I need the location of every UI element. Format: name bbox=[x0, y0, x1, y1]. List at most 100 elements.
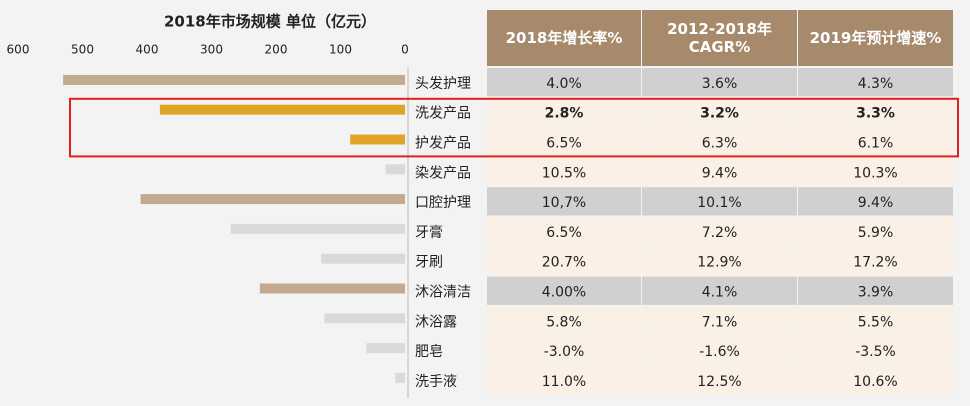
category-label: 染发产品 bbox=[415, 165, 471, 181]
table-cell bbox=[642, 336, 797, 365]
bar bbox=[159, 104, 405, 115]
table-value: 12.9% bbox=[697, 255, 741, 271]
table-value: 10.6% bbox=[853, 374, 897, 390]
table-value: 9.4% bbox=[702, 165, 738, 181]
bar bbox=[350, 134, 405, 145]
bar bbox=[63, 74, 406, 85]
table-value: 12.5% bbox=[697, 374, 741, 390]
category-label: 护发产品 bbox=[415, 136, 471, 152]
table-cell bbox=[487, 68, 641, 97]
table-value: 10.3% bbox=[853, 165, 897, 181]
table-cell bbox=[798, 336, 953, 365]
category-label: 洗手液 bbox=[415, 374, 457, 390]
table-cell bbox=[487, 366, 641, 395]
table-value: -1.6% bbox=[699, 344, 740, 360]
table-value: -3.5% bbox=[855, 344, 896, 360]
table-cell bbox=[642, 246, 797, 276]
table-cell bbox=[642, 187, 797, 216]
table-cell bbox=[798, 306, 953, 335]
table-cell bbox=[798, 157, 953, 186]
table-value: 6.3% bbox=[702, 136, 738, 152]
x-tick-label: 600 bbox=[7, 43, 30, 57]
table-value: 6.5% bbox=[546, 225, 582, 241]
category-label: 洗发产品 bbox=[415, 106, 471, 122]
table-value: 10,7% bbox=[542, 195, 586, 211]
table-cell bbox=[798, 246, 953, 276]
header-text: 2012-2018年 CAGR% bbox=[667, 20, 772, 56]
bar bbox=[259, 283, 405, 294]
category-label: 头发护理 bbox=[415, 76, 471, 92]
table-cell bbox=[487, 276, 641, 305]
x-tick-label: 100 bbox=[329, 43, 352, 57]
header-cell bbox=[798, 10, 953, 66]
table-value: 10.5% bbox=[542, 165, 586, 181]
category-label: 口腔护理 bbox=[415, 195, 471, 211]
header-cell bbox=[487, 10, 641, 66]
header-cell bbox=[642, 10, 797, 66]
table-cell bbox=[487, 127, 641, 156]
table-cell bbox=[798, 97, 953, 127]
table-value: 4.1% bbox=[702, 285, 738, 301]
table-cell bbox=[642, 157, 797, 186]
table-cell bbox=[487, 97, 641, 127]
table-cell bbox=[642, 97, 797, 127]
x-tick-label: 400 bbox=[136, 43, 159, 57]
bar bbox=[324, 313, 405, 324]
table-value: 5.9% bbox=[858, 225, 894, 241]
table-cell bbox=[642, 276, 797, 305]
table-value: 4.3% bbox=[858, 76, 894, 92]
category-label: 肥皂 bbox=[415, 344, 443, 360]
table-value: 4.00% bbox=[542, 285, 586, 301]
table-value: 20.7% bbox=[542, 255, 586, 271]
table-cell bbox=[798, 217, 953, 246]
table-cell bbox=[487, 336, 641, 365]
table-cell bbox=[487, 157, 641, 186]
table-cell bbox=[487, 306, 641, 335]
table-cell bbox=[642, 127, 797, 156]
category-label: 沐浴露 bbox=[415, 314, 457, 330]
table-value: 7.2% bbox=[702, 225, 738, 241]
table-cell bbox=[798, 68, 953, 97]
table-value: 6.5% bbox=[546, 136, 582, 152]
x-tick-label: 300 bbox=[200, 43, 223, 57]
table-cell bbox=[487, 217, 641, 246]
x-tick-label: 0 bbox=[401, 43, 409, 57]
bar bbox=[385, 164, 405, 175]
table-cell bbox=[798, 187, 953, 216]
category-label: 沐浴清洁 bbox=[415, 285, 471, 301]
table-value: 5.8% bbox=[546, 314, 582, 330]
table-cell bbox=[642, 68, 797, 97]
table-cell bbox=[642, 366, 797, 395]
table-value: 3.6% bbox=[702, 76, 738, 92]
table-value: 17.2% bbox=[853, 255, 897, 271]
table-cell bbox=[798, 127, 953, 156]
header-text: 2019年预计增速% bbox=[810, 29, 942, 47]
bar bbox=[321, 253, 405, 264]
table-value: 10.1% bbox=[697, 195, 741, 211]
table-value: 2.8% bbox=[545, 106, 584, 122]
table-cell bbox=[642, 217, 797, 246]
bar bbox=[395, 372, 405, 383]
x-tick-label: 500 bbox=[71, 43, 94, 57]
table-cell bbox=[487, 246, 641, 276]
highlight-box bbox=[69, 97, 959, 158]
chart-title: 2018年市场规模 单位（亿元） bbox=[164, 13, 376, 31]
bar bbox=[230, 223, 405, 234]
category-label: 牙刷 bbox=[415, 255, 443, 271]
bar bbox=[366, 343, 405, 354]
table-value: 4.0% bbox=[546, 76, 582, 92]
category-label: 牙膏 bbox=[415, 224, 443, 241]
table-value: 3.2% bbox=[700, 106, 739, 122]
table-value: 5.5% bbox=[858, 314, 894, 330]
table-value: 11.0% bbox=[542, 374, 586, 390]
table-value: 3.9% bbox=[858, 285, 894, 301]
header-text: 2018年增长率% bbox=[506, 29, 623, 47]
x-tick-label: 200 bbox=[265, 43, 288, 57]
table-value: -3.0% bbox=[544, 344, 585, 360]
bar bbox=[140, 194, 406, 205]
table-cell bbox=[487, 187, 641, 216]
table-cell bbox=[642, 306, 797, 335]
table-value: 7.1% bbox=[702, 314, 738, 330]
table-value: 6.1% bbox=[858, 136, 894, 152]
